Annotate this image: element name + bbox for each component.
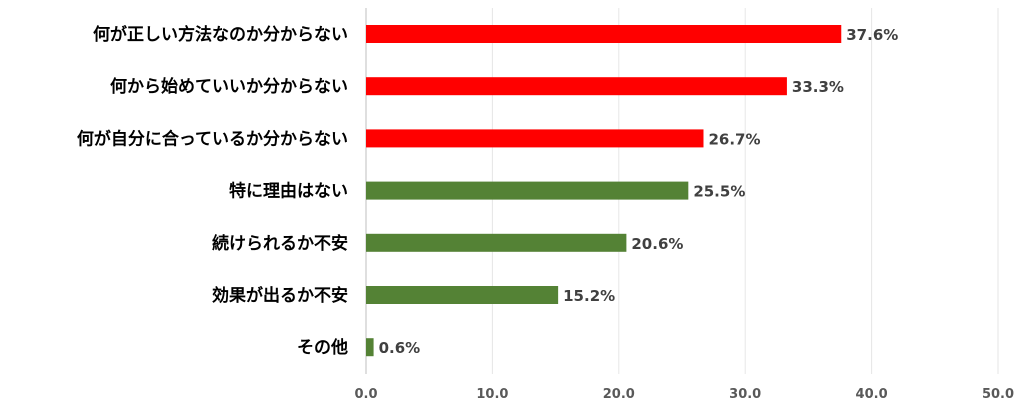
x-tick-label: 30.0	[729, 387, 761, 402]
bar	[366, 129, 704, 148]
category-label: 続けられるか不安	[212, 233, 348, 254]
category-label: その他	[297, 337, 348, 358]
bars	[366, 25, 842, 357]
data-label: 0.6%	[379, 339, 421, 357]
category-label: 何が正しい方法なのか分からない	[93, 24, 348, 45]
x-tick-label: 50.0	[982, 387, 1014, 402]
x-axis-tick-labels: 0.0 10.0 20.0 30.0 40.0 50.0	[354, 387, 1014, 402]
category-label: 効果が出るか不安	[212, 285, 348, 306]
bar	[366, 77, 787, 96]
bar	[366, 338, 374, 357]
data-label: 25.5%	[693, 183, 745, 201]
x-tick-label: 0.0	[354, 387, 377, 402]
data-label: 26.7%	[708, 130, 760, 148]
value-labels: 37.6% 33.3% 26.7% 25.5% 20.6% 15.2% 0.6%	[379, 26, 899, 357]
bar	[366, 286, 559, 304]
data-label: 37.6%	[846, 26, 898, 44]
category-label: 何が自分に合っているか分からない	[77, 128, 348, 149]
bar	[366, 181, 689, 200]
category-label: 何から始めていいか分からない	[110, 76, 348, 97]
category-label: 特に理由はない	[229, 181, 348, 202]
category-labels: 何が正しい方法なのか分からない何から始めていいか分からない何が自分に合っているか…	[77, 24, 348, 358]
data-label: 20.6%	[631, 235, 683, 253]
x-tick-label: 10.0	[476, 387, 508, 402]
x-tick-label: 20.0	[603, 387, 635, 402]
x-tick-label: 40.0	[856, 387, 888, 402]
data-label: 33.3%	[792, 78, 844, 96]
bar	[366, 233, 627, 252]
data-label: 15.2%	[563, 287, 615, 305]
bar	[366, 25, 842, 43]
